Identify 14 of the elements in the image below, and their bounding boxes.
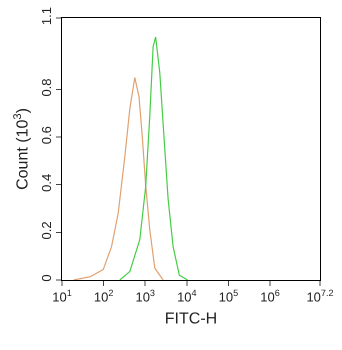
x-tick-label: 10$^{1}$ bbox=[52, 288, 72, 305]
y-tick-label: 0.2 bbox=[38, 221, 54, 240]
y-tick-label: 0.8 bbox=[38, 78, 54, 97]
x-tick-label: 10$^{4}$ bbox=[177, 288, 197, 305]
y-tick-label: 0.6 bbox=[38, 126, 54, 144]
x-tick-label: 10$^{2}$ bbox=[94, 288, 114, 305]
x-axis-title: FITC-H bbox=[164, 310, 218, 328]
y-tick-label: 0.4 bbox=[38, 174, 54, 192]
x-tick-label: 10$^{7.2}$ bbox=[306, 288, 334, 305]
x-tick-label: 10$^{6}$ bbox=[260, 288, 280, 305]
x-tick-label: 10$^{5}$ bbox=[218, 288, 238, 305]
y-tick-label: 1.1 bbox=[38, 7, 54, 26]
y-tick-label: 0 bbox=[38, 274, 54, 282]
x-tick-label: 10$^{3}$ bbox=[135, 288, 155, 305]
